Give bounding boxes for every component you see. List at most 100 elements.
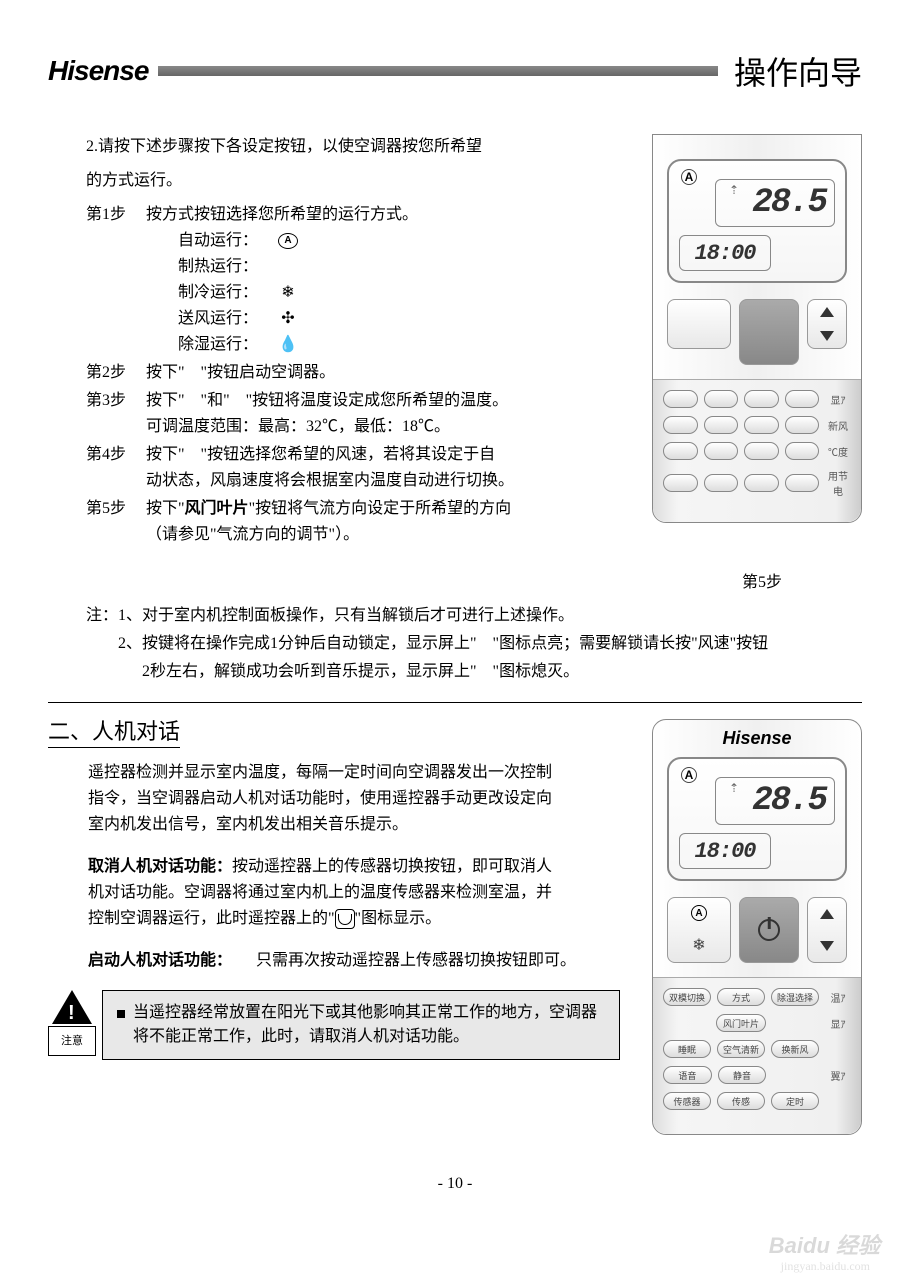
flap-button[interactable]: 空气清新 bbox=[717, 1040, 765, 1058]
step-2-body: 按下" "按钮启动空调器。 bbox=[146, 360, 612, 386]
section-divider bbox=[48, 702, 862, 703]
flap-button[interactable] bbox=[744, 442, 779, 460]
flap-button[interactable]: 方式 bbox=[717, 988, 765, 1006]
mode-dry: 除湿运行：💧 bbox=[178, 332, 612, 358]
auto-icon: A bbox=[278, 231, 298, 251]
section2-title: 二、人机对话 bbox=[48, 719, 180, 748]
figure-step5-label: 第5步 bbox=[48, 568, 862, 592]
flap-button[interactable]: 语音 bbox=[663, 1066, 712, 1084]
step-1-body: 按方式按钮选择您所希望的运行方式。 bbox=[146, 202, 612, 228]
bullet-icon bbox=[117, 1010, 125, 1018]
flap-button[interactable]: 双模切换 bbox=[663, 988, 711, 1006]
steps-text-column: 2.请按下述步骤按下各设定按钮，以使空调器按您所希望 的方式运行。 第1步 按方… bbox=[48, 134, 632, 548]
flap-button[interactable] bbox=[785, 474, 820, 492]
arrow-down-icon bbox=[820, 331, 834, 341]
remote-lcd: A ⇡ 28.5 18:00 bbox=[667, 159, 847, 283]
remote-control-1: A ⇡ 28.5 18:00 显ｱ 新风 ℃度 bbox=[652, 134, 862, 523]
arrow-up-icon bbox=[820, 307, 834, 317]
auto-icon: A bbox=[691, 905, 707, 921]
flap-button[interactable] bbox=[704, 390, 739, 408]
step-3-label: 第3步 bbox=[86, 388, 146, 440]
droplet-icon: 💧 bbox=[278, 335, 298, 355]
page-number: - 10 - bbox=[48, 1175, 862, 1193]
section-human-machine: 二、人机对话 遥控器检测并显示室内温度，每隔一定时间向空调器发出一次控制 指令，… bbox=[48, 719, 862, 1135]
flap-button[interactable] bbox=[744, 416, 779, 434]
note-1: 注： 1、 对于室内机控制面板操作，只有当解锁后才可进行上述操作。 bbox=[86, 602, 862, 630]
caution-text-box: 当遥控器经常放置在阳光下或其他影响其正常工作的地方，空调器将不能正常工作，此时，… bbox=[102, 990, 620, 1060]
remote-mode-button[interactable] bbox=[667, 299, 731, 349]
flap-button[interactable] bbox=[785, 416, 820, 434]
flap-button[interactable] bbox=[785, 442, 820, 460]
lcd-auto-icon: A bbox=[681, 767, 697, 783]
flap-button[interactable] bbox=[704, 416, 739, 434]
flap-button[interactable]: 睡眠 bbox=[663, 1040, 711, 1058]
lcd-time: 18:00 bbox=[694, 241, 755, 266]
page-header: Hisense 操作向导 bbox=[48, 48, 862, 94]
flap-button[interactable]: 传感 bbox=[717, 1092, 765, 1110]
remote-control-2: Hisense A ⇡ 28.5 18:00 A ❄ bbox=[652, 719, 862, 1135]
lcd-temp-box: 28.5 bbox=[715, 179, 835, 227]
remote-updown-button[interactable] bbox=[807, 299, 847, 349]
section2-para-3: 启动人机对话功能： 只需再次按动遥控器上传感器切换按钮即可。 bbox=[88, 948, 620, 974]
lcd-time-box: 18:00 bbox=[679, 235, 771, 271]
arrow-up-icon bbox=[820, 909, 834, 919]
watermark-url: jingyan.baidu.com bbox=[781, 1259, 870, 1274]
caution-block: 注意 当遥控器经常放置在阳光下或其他影响其正常工作的地方，空调器将不能正常工作，… bbox=[48, 990, 620, 1060]
snowflake-icon: ❄ bbox=[692, 935, 705, 955]
flap-button[interactable] bbox=[663, 390, 698, 408]
remote-main-buttons bbox=[653, 293, 861, 379]
step-1-label: 第1步 bbox=[86, 202, 146, 228]
caution-text: 当遥控器经常放置在阳光下或其他影响其正常工作的地方，空调器将不能正常工作，此时，… bbox=[133, 1001, 605, 1049]
remote2-flap-panel: 双模切换方式除湿选择温ｱ 风门叶片显ｱ 睡眠空气清新换新风 语音静音翼ｱ 传感器… bbox=[653, 977, 861, 1134]
flap-button[interactable] bbox=[704, 442, 739, 460]
remote-updown-button[interactable] bbox=[807, 897, 847, 963]
section-operation-steps: 2.请按下述步骤按下各设定按钮，以使空调器按您所希望 的方式运行。 第1步 按方… bbox=[48, 134, 862, 548]
intro-line-1: 2.请按下述步骤按下各设定按钮，以使空调器按您所希望 bbox=[86, 134, 612, 160]
brand-logo: Hisense bbox=[48, 55, 148, 87]
remote-brand: Hisense bbox=[653, 720, 861, 753]
flap-button[interactable] bbox=[744, 474, 779, 492]
intro-line-2: 的方式运行。 bbox=[86, 168, 612, 194]
flap-button[interactable] bbox=[704, 474, 739, 492]
sensor-icon bbox=[335, 909, 355, 929]
section2-para-2: 取消人机对话功能：按动遥控器上的传感器切换按钮，即可取消人 机对话功能。空调器将… bbox=[88, 854, 620, 932]
step-2: 第2步 按下" "按钮启动空调器。 bbox=[86, 360, 612, 386]
flap-button[interactable] bbox=[663, 416, 698, 434]
note-2: 2、 按键将在操作完成1分钟后自动锁定，显示屏上" "图标点亮；需要解锁请长按"… bbox=[86, 630, 862, 686]
figure-remote-2: Hisense A ⇡ 28.5 18:00 A ❄ bbox=[632, 719, 862, 1135]
lcd-temp: 28.5 bbox=[752, 184, 826, 222]
step-5-body: 按下"风门叶片"按钮将气流方向设定于所希望的方向 （请参见"气流方向的调节"）。 bbox=[146, 496, 612, 548]
flap-button[interactable]: 换新风 bbox=[771, 1040, 819, 1058]
remote2-lcd: A ⇡ 28.5 18:00 bbox=[667, 757, 847, 881]
flap-button[interactable] bbox=[785, 390, 820, 408]
step-5: 第5步 按下"风门叶片"按钮将气流方向设定于所希望的方向 （请参见"气流方向的调… bbox=[86, 496, 612, 548]
flap-button[interactable]: 传感器 bbox=[663, 1092, 711, 1110]
step-3: 第3步 按下" "和" "按钮将温度设定成您所希望的温度。 可调温度范围：最高：… bbox=[86, 388, 612, 440]
mode-auto: 自动运行：A bbox=[178, 228, 612, 254]
flap-button[interactable]: 静音 bbox=[718, 1066, 767, 1084]
step-3-body: 按下" "和" "按钮将温度设定成您所希望的温度。 可调温度范围：最高：32℃，… bbox=[146, 388, 612, 440]
section2-text-column: 二、人机对话 遥控器检测并显示室内温度，每隔一定时间向空调器发出一次控制 指令，… bbox=[48, 719, 632, 1135]
remote-power-button[interactable] bbox=[739, 299, 799, 365]
caution-icon-column: 注意 bbox=[48, 990, 96, 1060]
flap-button[interactable]: 定时 bbox=[771, 1092, 819, 1110]
remote-power-button[interactable] bbox=[739, 897, 799, 963]
fan-icon: ✣ bbox=[278, 309, 298, 329]
flap-button[interactable] bbox=[663, 474, 698, 492]
mode-heat: 制热运行： bbox=[178, 254, 612, 280]
flap-button[interactable] bbox=[744, 390, 779, 408]
lcd-temp-box: 28.5 bbox=[715, 777, 835, 825]
remote-mode-button[interactable]: A ❄ bbox=[667, 897, 731, 963]
flap-button[interactable]: 除湿选择 bbox=[771, 988, 819, 1006]
step-4-label: 第4步 bbox=[86, 442, 146, 494]
mode-list: 自动运行：A 制热运行： 制冷运行：❄ 送风运行：✣ 除湿运行：💧 bbox=[178, 228, 612, 358]
snowflake-icon: ❄ bbox=[278, 283, 298, 303]
lcd-auto-icon: A bbox=[681, 169, 697, 185]
step-1: 第1步 按方式按钮选择您所希望的运行方式。 bbox=[86, 202, 612, 228]
flap-button[interactable] bbox=[663, 442, 698, 460]
header-divider bbox=[158, 66, 718, 76]
mode-fan: 送风运行：✣ bbox=[178, 306, 612, 332]
arrow-down-icon bbox=[820, 941, 834, 951]
remote2-main-buttons: A ❄ bbox=[653, 891, 861, 977]
flap-button[interactable]: 风门叶片 bbox=[716, 1014, 765, 1032]
